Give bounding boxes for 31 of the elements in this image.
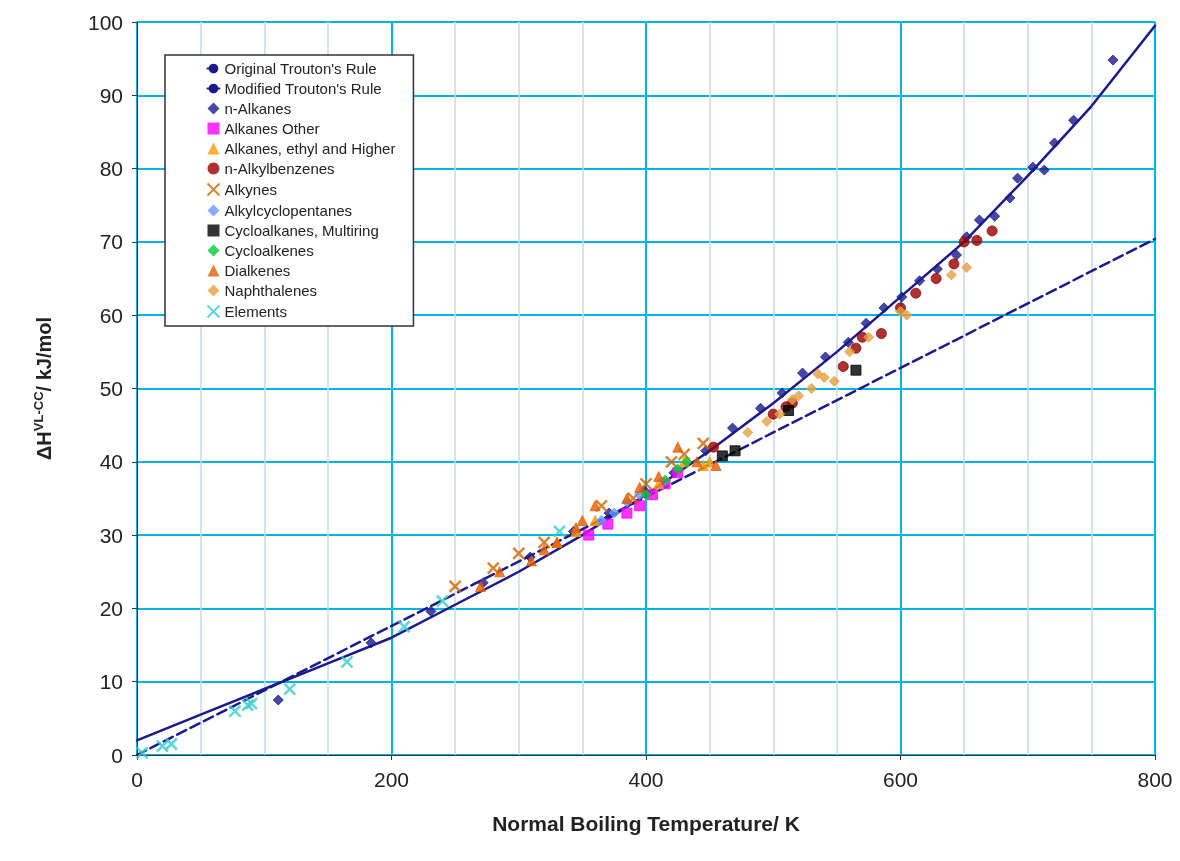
y-tick-label: 100: [87, 10, 123, 34]
legend-label: Dialkenes: [224, 262, 291, 279]
legend-label: Alkylcyclopentanes: [224, 202, 353, 219]
legend-label: Cycloalkanes, Multiring: [224, 222, 379, 239]
x-tick-label: 200: [373, 768, 410, 791]
y-tick-label: 80: [99, 157, 123, 181]
legend-label: n-Alkanes: [224, 100, 292, 117]
legend-label: n-Alkylbenzenes: [224, 160, 335, 177]
y-tick-label: 0: [111, 743, 123, 767]
legend-label: Original Trouton's Rule: [224, 60, 377, 77]
legend-label: Modified Trouton's Rule: [224, 80, 382, 97]
y-tick-label: 20: [99, 596, 123, 620]
y-tick-label: 70: [99, 230, 123, 254]
y-tick-label: 30: [99, 523, 123, 547]
y-tick-label: 10: [99, 670, 123, 694]
y-axis-title: ΔHVL-CC/ kJ/mol: [31, 316, 55, 461]
x-tick-label: 400: [628, 768, 664, 791]
y-tick-label: 60: [99, 303, 123, 327]
x-tick-label: 0: [131, 768, 143, 791]
y-tick-label: 50: [99, 377, 123, 400]
legend-label: Cycloalkenes: [224, 242, 314, 259]
legend-label: Alkynes: [224, 181, 278, 198]
x-tick-label: 800: [1137, 768, 1173, 791]
legend-label: Naphthalenes: [224, 282, 318, 299]
x-axis-title: Normal Boiling Temperature/ K: [492, 812, 800, 835]
y-tick-label: 90: [99, 83, 123, 107]
y-tick-label: 40: [99, 450, 123, 474]
x-tick-label: 600: [882, 768, 919, 791]
legend-label: Alkanes Other: [224, 120, 320, 137]
legend-label: Alkanes, ethyl and Higher: [224, 140, 396, 157]
legend-label: Elements: [224, 303, 288, 320]
